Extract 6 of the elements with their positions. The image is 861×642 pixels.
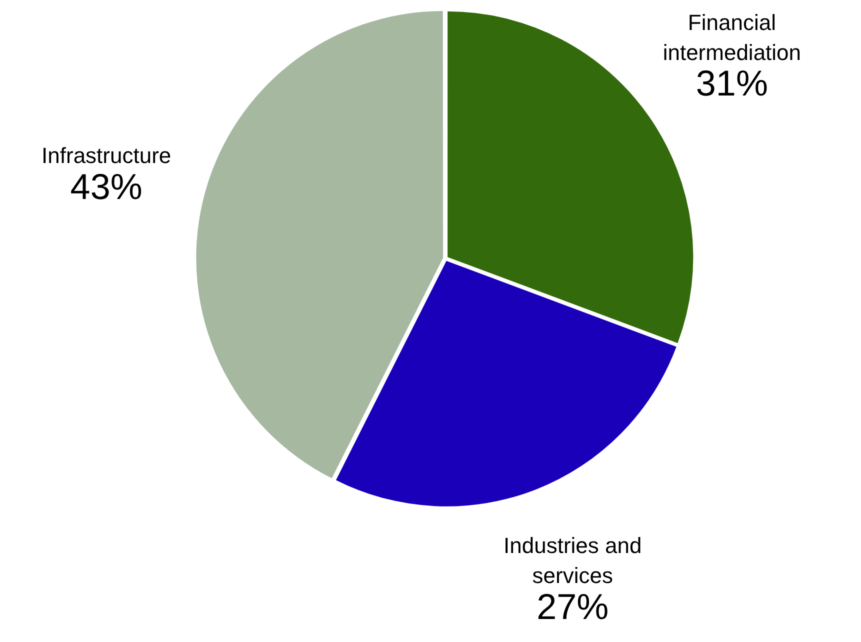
data-label: 27% xyxy=(536,586,609,628)
slice-label: Industries and services xyxy=(504,533,642,588)
data-label: 43% xyxy=(70,166,142,207)
data-label: 31% xyxy=(696,62,768,104)
slice-label: Infrastructure xyxy=(42,142,172,168)
slice-label: Financial intermediation xyxy=(662,10,802,65)
